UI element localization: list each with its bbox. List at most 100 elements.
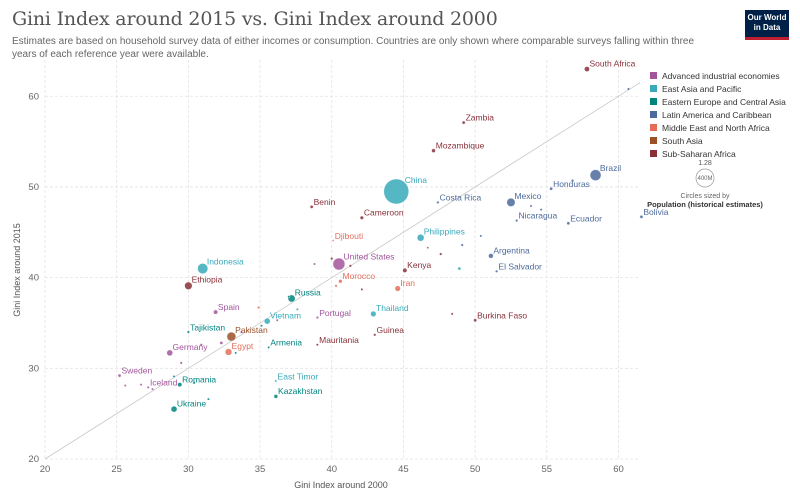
point-zambia[interactable] — [461, 120, 466, 125]
legend-item[interactable]: Eastern Europe and Central Asia — [650, 95, 798, 108]
point-iran[interactable] — [394, 285, 401, 292]
point-brazil[interactable] — [589, 169, 602, 181]
legend-swatch — [650, 72, 657, 79]
x-tick-label: 50 — [470, 464, 481, 475]
point-honduras[interactable] — [549, 186, 553, 191]
point-nicaragua[interactable] — [515, 219, 519, 223]
legend-item[interactable]: Sub-Saharan Africa — [650, 147, 798, 160]
point-label: Germany — [173, 342, 209, 352]
data-point[interactable] — [240, 330, 243, 334]
data-point[interactable] — [234, 351, 238, 355]
data-point[interactable] — [172, 375, 176, 378]
point-djibouti[interactable] — [331, 239, 335, 242]
point-kazakhstan[interactable] — [273, 394, 279, 399]
point-thailand[interactable] — [370, 310, 377, 317]
legend-item[interactable]: Advanced industrial economies — [650, 69, 798, 82]
point-south-africa[interactable] — [584, 66, 590, 72]
data-point[interactable] — [330, 257, 334, 261]
point-east-timor[interactable] — [274, 379, 278, 383]
point-label: Costa Rica — [440, 193, 482, 203]
data-point[interactable] — [219, 341, 224, 345]
point-egypt[interactable] — [224, 348, 233, 356]
point-label: Zambia — [466, 113, 495, 123]
point-spain[interactable] — [213, 309, 219, 315]
point-label: United States — [344, 251, 395, 261]
point-armenia[interactable] — [267, 346, 271, 349]
legend-item[interactable]: Middle East and North Africa — [650, 121, 798, 134]
data-point[interactable] — [529, 204, 533, 208]
y-axis-title: Gini Index around 2015 — [12, 223, 22, 317]
point-ecuador[interactable] — [566, 221, 571, 226]
point-pakistan[interactable] — [226, 331, 237, 342]
data-point[interactable] — [627, 87, 631, 91]
point-portugal[interactable] — [315, 316, 319, 320]
data-point[interactable] — [207, 397, 210, 401]
data-point[interactable] — [139, 383, 143, 387]
data-point[interactable] — [334, 284, 338, 288]
point-guinea[interactable] — [373, 333, 377, 337]
point-label: Spain — [218, 302, 240, 312]
data-point[interactable] — [260, 324, 263, 328]
size-key-value: 1.28 — [698, 160, 712, 167]
data-point[interactable] — [123, 384, 127, 387]
point-label: El Salvador — [498, 262, 542, 272]
data-point[interactable] — [287, 295, 291, 299]
data-point[interactable] — [257, 306, 261, 310]
data-point[interactable] — [295, 307, 299, 311]
legend-item[interactable]: East Asia and Pacific — [650, 82, 798, 95]
point-mexico[interactable] — [506, 197, 516, 207]
point-ethiopia[interactable] — [184, 281, 193, 290]
point-romania[interactable] — [177, 382, 183, 388]
gridlines — [44, 60, 640, 460]
chart-subtitle: Estimates are based on household survey … — [12, 36, 695, 60]
data-point[interactable] — [479, 234, 483, 238]
region-legend: Advanced industrial economies East Asia a… — [650, 69, 798, 160]
data-point[interactable] — [426, 246, 430, 249]
point-germany[interactable] — [166, 349, 173, 357]
point-morocco[interactable] — [338, 279, 343, 284]
point-ukraine[interactable] — [170, 405, 178, 413]
data-point[interactable] — [450, 312, 454, 316]
point-vietnam[interactable] — [264, 317, 271, 325]
reference-line — [44, 82, 641, 460]
data-point[interactable] — [179, 361, 183, 365]
data-point[interactable] — [439, 252, 443, 256]
data-point[interactable] — [571, 179, 575, 183]
data-point[interactable] — [539, 208, 543, 212]
data-point[interactable] — [348, 264, 352, 268]
point-philippines[interactable] — [416, 234, 425, 242]
data-point[interactable] — [313, 262, 316, 266]
legend-item[interactable]: South Asia — [650, 134, 798, 147]
point-burkina-faso[interactable] — [473, 318, 477, 323]
point-mozambique[interactable] — [431, 148, 436, 153]
data-point[interactable] — [460, 243, 464, 247]
data-point[interactable] — [192, 381, 196, 385]
data-point[interactable] — [457, 266, 462, 271]
point-cameroon[interactable] — [359, 215, 364, 220]
point-united-states[interactable] — [332, 257, 346, 271]
point-indonesia[interactable] — [197, 263, 209, 274]
data-point[interactable] — [275, 318, 279, 322]
point-bolivia[interactable] — [639, 215, 644, 219]
point-iceland[interactable] — [146, 385, 150, 389]
data-point[interactable] — [151, 387, 154, 391]
point-china[interactable] — [383, 178, 409, 205]
point-kenya[interactable] — [402, 267, 408, 273]
point-costa-rica[interactable] — [436, 200, 440, 204]
point-label: Morocco — [342, 271, 375, 281]
point-label: Kazakhstan — [278, 386, 323, 396]
point-benin[interactable] — [309, 205, 314, 209]
point-label: Mozambique — [436, 140, 485, 150]
legend-item[interactable]: Latin America and Caribbean — [650, 108, 798, 121]
point-label: Egypt — [232, 341, 254, 351]
data-point[interactable] — [360, 288, 364, 291]
point-mauritania[interactable] — [316, 343, 319, 347]
y-tick-label: 40 — [28, 273, 39, 284]
point-el-salvador[interactable] — [495, 269, 499, 273]
owid-logo[interactable]: Our World in Data — [745, 10, 789, 40]
point-sweden[interactable] — [117, 373, 122, 378]
point-tajikistan[interactable] — [186, 330, 190, 334]
point-argentina[interactable] — [488, 253, 494, 259]
point-label: Armenia — [270, 338, 302, 348]
data-point[interactable] — [199, 343, 203, 347]
